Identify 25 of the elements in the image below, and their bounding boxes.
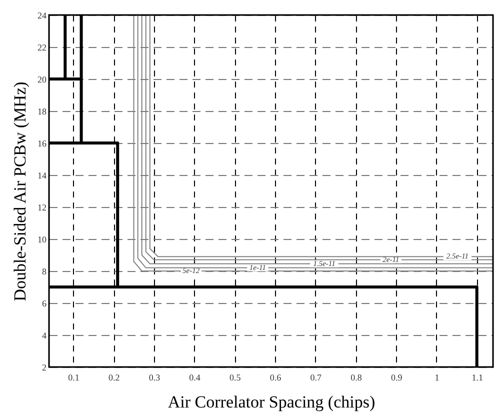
y-tick-label: 2 [42,362,46,372]
x-tick-label: 0.1 [68,372,80,382]
x-tick-label: 0.3 [148,372,161,382]
x-tick-label: 0.5 [230,372,242,382]
y-tick-label: 16 [38,138,47,148]
x-tick-label: 0.7 [310,372,322,382]
x-axis-title: Air Correlator Spacing (chips) [168,392,376,412]
x-tick-label: 1 [434,372,440,382]
y-tick-label: 14 [38,170,47,180]
x-tick-label: 0.8 [350,372,362,382]
y-tick-label: 22 [38,42,46,52]
y-tick-label: 8 [42,266,47,276]
y-tick-label: 12 [38,202,46,212]
x-tick-label: 1.1 [472,372,483,382]
y-tick-label: 18 [38,106,47,116]
y-tick-label: 24 [38,10,47,20]
y-tick-label: 6 [42,298,47,308]
x-tick-label: 0.4 [189,372,201,382]
y-tick-label: 10 [38,234,47,244]
y-axis-title: Double-Sided Air PCBw (MHz) [10,82,30,302]
x-tick-label: 0.2 [108,372,120,382]
y-tick-label: 4 [42,330,47,340]
x-tick-label: 0.6 [270,372,282,382]
y-tick-label: 20 [38,74,47,84]
x-tick-label: 0.9 [391,372,403,382]
